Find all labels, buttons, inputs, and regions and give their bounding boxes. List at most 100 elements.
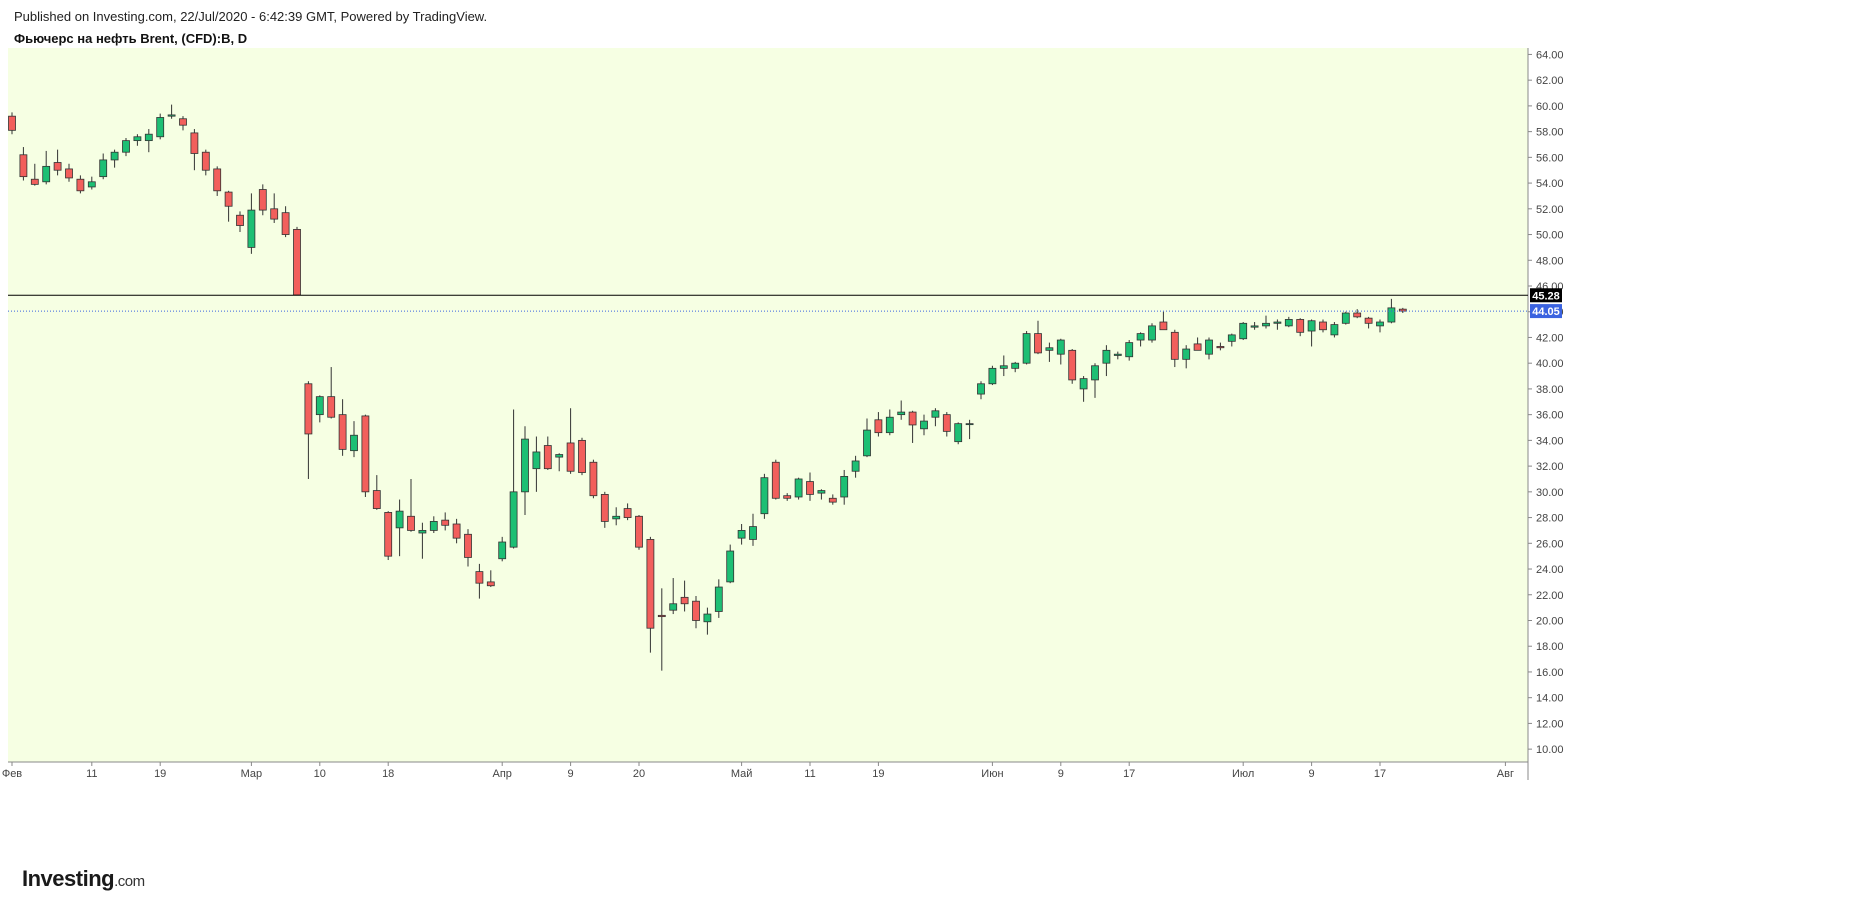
candle[interactable] [806,472,814,501]
candle[interactable] [885,409,894,436]
candle[interactable] [42,150,51,185]
candle[interactable] [464,529,472,567]
candle[interactable] [1113,351,1122,360]
candle[interactable] [703,607,712,635]
candle[interactable] [908,410,917,443]
candle[interactable] [1091,363,1099,398]
candle[interactable] [224,190,233,222]
candle[interactable] [521,426,529,515]
candle[interactable] [1045,342,1054,362]
candle[interactable] [566,408,575,474]
candle[interactable] [897,400,906,420]
candle[interactable] [1011,361,1020,373]
plot-area[interactable] [8,48,1528,762]
candle[interactable] [418,522,427,559]
candle[interactable] [1205,337,1213,360]
candle[interactable] [338,399,347,456]
candle[interactable] [760,473,769,519]
candle[interactable] [441,512,450,531]
candle[interactable] [1079,376,1088,402]
candle[interactable] [1136,332,1145,347]
candle[interactable] [1193,337,1202,351]
candle[interactable] [258,184,267,216]
candle[interactable] [304,381,313,479]
candle[interactable] [293,226,301,296]
candle[interactable] [384,511,393,561]
candle[interactable] [167,104,176,119]
candle[interactable] [190,129,199,171]
candle[interactable] [977,381,985,400]
candle[interactable] [1227,333,1236,347]
candle[interactable] [8,112,16,135]
candle[interactable] [1262,315,1270,329]
candle[interactable] [1273,319,1282,330]
candle[interactable] [1239,322,1248,341]
candle[interactable] [589,459,598,499]
candle[interactable] [315,395,324,423]
candle[interactable] [817,489,826,500]
candle[interactable] [578,437,586,476]
candle[interactable] [680,580,689,612]
candle[interactable] [726,544,735,584]
candle[interactable] [623,503,632,521]
candle[interactable] [600,491,609,528]
candle[interactable] [429,516,438,534]
candle[interactable] [281,206,290,238]
candle[interactable] [1125,340,1134,361]
candle[interactable] [350,421,358,458]
candle[interactable] [65,163,73,182]
candle[interactable] [783,493,792,501]
candle[interactable] [1102,345,1111,377]
candle[interactable] [965,419,974,440]
candle[interactable] [1034,320,1042,355]
candle[interactable] [999,355,1008,377]
candle[interactable] [1353,309,1362,319]
candle[interactable] [110,149,119,168]
candle[interactable] [1182,345,1191,369]
candle[interactable] [863,418,871,458]
candle[interactable] [828,494,837,505]
candle[interactable] [1216,342,1225,351]
candle[interactable] [669,578,678,615]
candle[interactable] [1022,331,1031,365]
candle[interactable] [201,149,210,176]
candle[interactable] [99,153,108,180]
candle[interactable] [771,459,780,500]
candle[interactable] [1250,322,1259,330]
candle[interactable] [1364,316,1373,329]
candle[interactable] [87,176,96,190]
candle[interactable] [1376,319,1384,333]
candle[interactable] [133,134,142,146]
candle[interactable] [144,129,153,153]
candle[interactable] [840,469,849,505]
candle[interactable] [179,116,187,131]
candle[interactable] [646,536,655,653]
candle[interactable] [19,147,28,181]
date-axis[interactable]: Фев 11 19 Мар 10 18 Апр 9 20 Май 11 19 Июн 9 17 Июл 9 17 А… [2,761,1528,780]
candle[interactable] [612,507,621,526]
candle[interactable] [942,412,951,437]
candle[interactable] [372,475,381,510]
candle[interactable] [407,478,415,532]
candle[interactable] [920,414,928,436]
candle[interactable] [1056,338,1065,365]
candle[interactable] [236,211,244,232]
candle[interactable] [874,412,883,437]
candle[interactable] [327,367,336,419]
candle[interactable] [509,409,518,549]
candle[interactable] [635,514,643,550]
candle[interactable] [931,408,940,427]
candle[interactable] [53,149,62,176]
candle[interactable] [1159,311,1168,331]
candle[interactable] [1068,349,1077,384]
candle[interactable] [714,579,723,618]
candle[interactable] [1398,307,1407,314]
candle[interactable] [486,570,495,588]
candle[interactable] [749,513,757,546]
candle[interactable] [794,477,803,500]
candle[interactable] [851,455,860,478]
candle[interactable] [1341,311,1350,325]
candle[interactable] [1148,323,1156,343]
candle[interactable] [1330,322,1339,338]
